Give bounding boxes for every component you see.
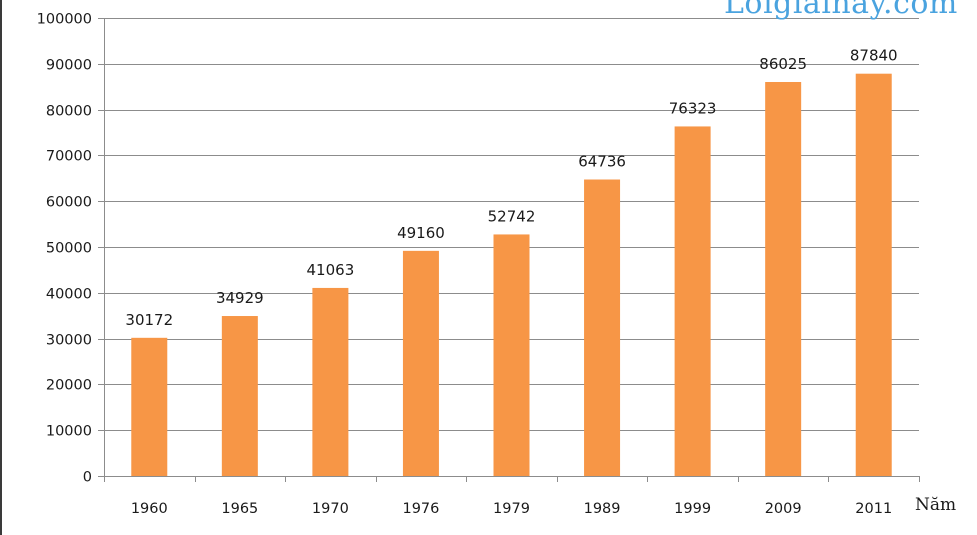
x-tick-label: 1965 [221,501,258,517]
y-tick-label: 70000 [46,149,92,165]
x-tick-label: 1976 [402,501,439,517]
y-tick-label: 60000 [46,195,92,211]
y-tick-label: 0 [83,470,92,486]
x-tick-labels: 1960 1965 1970 1976 1979 1989 1999 2009 2011 [131,501,892,517]
x-axis-title: Năm [915,495,956,515]
data-label: 34929 [216,289,264,307]
x-tick-label: 1989 [584,501,621,517]
bar [131,337,168,476]
y-tick-label: 20000 [46,378,92,394]
x-tick-label: 1999 [674,501,711,517]
bars [131,73,892,477]
data-label: 64736 [578,153,626,171]
y-tick-labels: 0 10000 20000 30000 40000 50000 60000 70000 8000… [37,12,92,486]
y-tick-label: 100000 [37,12,92,28]
y-tick-label: 50000 [46,241,92,257]
x-tick-label: 1970 [312,501,349,517]
y-tick-label: 40000 [46,287,92,303]
x-tick-label: 2011 [855,501,892,517]
data-label: 76323 [669,99,717,117]
bar [765,82,802,477]
x-tick-label: 1960 [131,501,168,517]
data-label: 49160 [397,224,445,242]
data-label: 41063 [307,261,355,279]
bar [674,126,711,476]
axes [98,18,920,482]
y-tick-label: 10000 [46,424,92,440]
bar [312,287,349,476]
y-tick-label: 80000 [46,104,92,120]
data-label: 52742 [488,207,536,225]
bar [493,234,530,476]
data-labels: 30172 34929 41063 49160 52742 64736 76323 86025… [125,47,897,329]
y-tick-label: 90000 [46,58,92,74]
y-tick-label: 30000 [46,333,92,349]
bar [855,73,892,476]
bar [402,250,439,476]
watermark-logo: Loigiaihay.com [724,0,958,21]
x-tick-label: 2009 [765,501,802,517]
x-tick-label: 1979 [493,501,530,517]
data-label: 30172 [125,311,173,329]
data-label: 86025 [759,55,807,73]
data-label: 87840 [850,47,898,65]
bar [221,316,258,476]
bar [584,179,621,476]
